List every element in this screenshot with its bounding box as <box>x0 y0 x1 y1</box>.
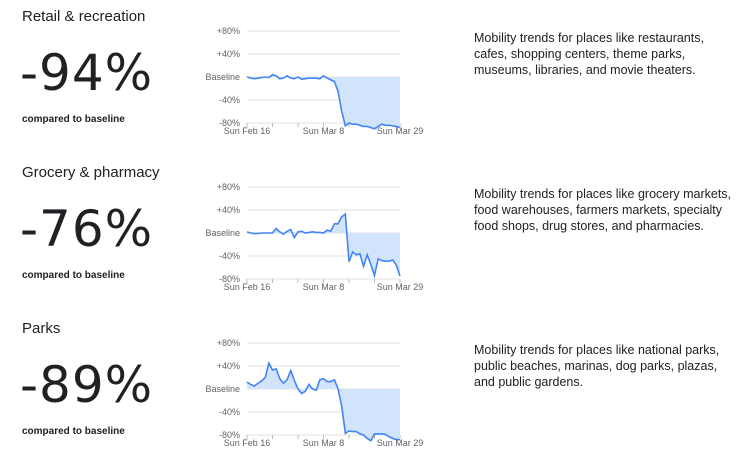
area-fill <box>247 74 400 129</box>
trend-line <box>246 73 401 130</box>
trend-line <box>246 360 400 442</box>
trend-line <box>246 212 401 279</box>
y-tick-label: +80% <box>217 338 240 348</box>
y-tick-label: -80% <box>219 118 240 128</box>
grocery-chart: +80% +40% Baseline -40% -80%Sun Feb 16 Sun Ma… <box>205 182 424 292</box>
compared-label: compared to baseline <box>22 426 125 437</box>
percent-change: -76% <box>20 200 154 258</box>
x-tick-label: Sun Mar 29 <box>377 126 424 136</box>
y-tick-label: +40% <box>217 49 240 59</box>
section-description: Mobility trends for places like grocery … <box>474 187 732 233</box>
x-tick-label: Sun Mar 8 <box>303 438 345 448</box>
compared-label: compared to baseline <box>22 270 125 281</box>
section-grocery: Grocery & pharmacy -76% compared to base… <box>0 156 742 312</box>
y-tick-label: -40% <box>219 95 240 105</box>
y-tick-label: +40% <box>217 205 240 215</box>
y-tick-label: -40% <box>219 251 240 261</box>
y-tick-label: -80% <box>219 430 240 440</box>
y-tick-label: +40% <box>217 361 240 371</box>
parks-chart: +80% +40% Baseline -40% -80%Sun Feb 16 Sun Ma… <box>205 338 424 448</box>
y-tick-label: +80% <box>217 182 240 192</box>
section-title: Grocery & pharmacy <box>22 164 160 181</box>
y-tick-label: -40% <box>219 407 240 417</box>
y-tick-label: Baseline <box>205 72 240 82</box>
percent-change: -89% <box>20 356 154 414</box>
section-description: Mobility trends for places like restaura… <box>474 31 704 77</box>
section-description: Mobility trends for places like national… <box>474 343 720 389</box>
y-tick-label: Baseline <box>205 228 240 238</box>
x-tick-label: Sun Mar 8 <box>303 282 345 292</box>
x-tick-label: Sun Mar 29 <box>377 438 424 448</box>
y-tick-label: +80% <box>217 26 240 36</box>
section-parks: Parks -89% compared to baseline +80% +40%… <box>0 312 742 468</box>
x-tick-label: Sun Feb 16 <box>224 282 271 292</box>
x-tick-label: Sun Mar 29 <box>377 282 424 292</box>
area-fill <box>247 214 400 277</box>
section-title: Parks <box>22 320 61 337</box>
area-fill <box>247 363 400 441</box>
y-tick-label: Baseline <box>205 384 240 394</box>
section-title: Retail & recreation <box>22 8 146 25</box>
retail-chart: +80% +40% Baseline -40% -80%Sun Feb 16 Sun Ma… <box>205 26 424 136</box>
compared-label: compared to baseline <box>22 114 125 125</box>
x-tick-label: Sun Feb 16 <box>224 126 271 136</box>
x-tick-label: Sun Mar 8 <box>303 126 345 136</box>
y-tick-label: -80% <box>219 274 240 284</box>
percent-change: -94% <box>20 44 154 102</box>
section-retail: Retail & recreation -94% compared to bas… <box>0 0 742 156</box>
x-tick-label: Sun Feb 16 <box>224 438 271 448</box>
